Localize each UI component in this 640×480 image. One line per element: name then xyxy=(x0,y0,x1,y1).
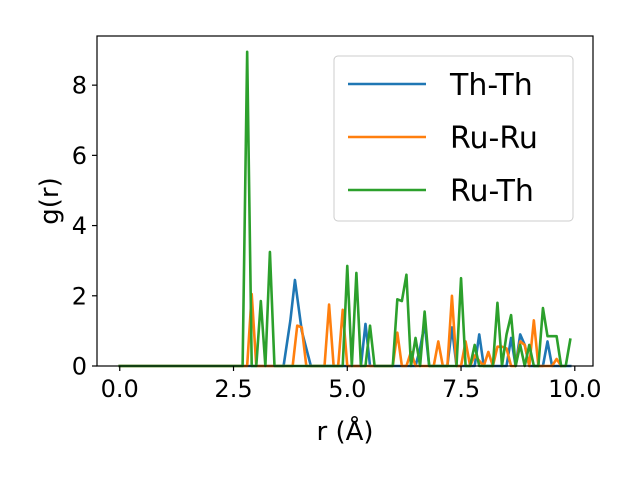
legend-frame xyxy=(333,55,574,222)
x-tick-label: 0.0 xyxy=(101,375,139,403)
y-tick-label: 6 xyxy=(72,142,87,170)
legend-label-th-th: Th-Th xyxy=(449,68,533,103)
x-tick-label: 10.0 xyxy=(548,375,601,403)
legend-label-ru-ru: Ru-Ru xyxy=(450,121,538,156)
y-tick-label: 8 xyxy=(72,72,87,100)
y-tick-label: 0 xyxy=(72,353,87,381)
x-tick-label: 2.5 xyxy=(214,375,252,403)
ticks-layer: 0.0 2.5 5.0 7.5 10.0 0 2 4 6 8 xyxy=(72,72,602,403)
legend-label-ru-th: Ru-Th xyxy=(450,174,534,209)
y-tick-label: 2 xyxy=(72,282,87,310)
x-tick-label: 5.0 xyxy=(328,375,366,403)
y-tick-label: 4 xyxy=(72,212,87,240)
plot-frame xyxy=(96,35,594,367)
x-axis-label: r (Å) xyxy=(316,415,373,447)
legend: Th-Th Ru-Ru Ru-Th xyxy=(333,55,574,222)
y-axis-label: g(r) xyxy=(35,177,65,224)
x-tick-label: 7.5 xyxy=(442,375,480,403)
